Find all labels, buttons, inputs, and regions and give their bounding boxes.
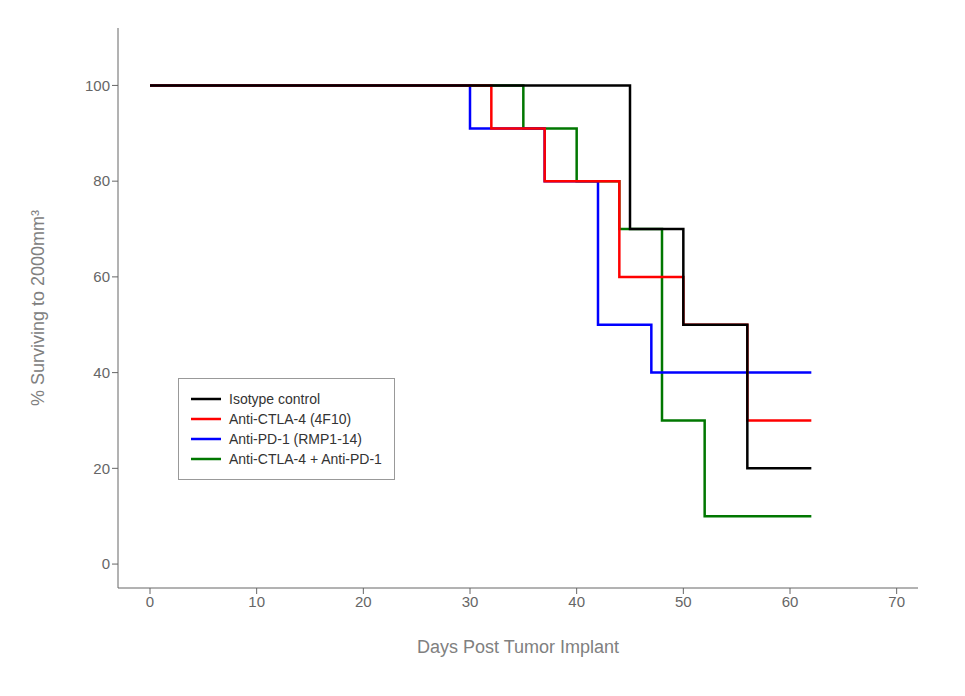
- html-text:Anti-PD-1 (RMP1-14): Anti-PD-1 (RMP1-14): [229, 431, 362, 447]
- svg-text:Days Post Tumor Implant: Days Post Tumor Implant: [417, 637, 619, 657]
- svg-text:70: 70: [888, 593, 905, 610]
- html-text:Anti-CTLA-4 (4F10): Anti-CTLA-4 (4F10): [229, 411, 352, 427]
- svg-text:50: 50: [675, 593, 692, 610]
- svg-text:0: 0: [146, 593, 154, 610]
- html-text:Isotype control: Isotype control: [229, 391, 321, 407]
- svg-text:10: 10: [248, 593, 265, 610]
- svg-text:80: 80: [93, 172, 110, 189]
- svg-text:60: 60: [93, 268, 110, 285]
- svg-text:% Surviving to 2000mm³: % Surviving to 2000mm³: [28, 210, 48, 406]
- svg-text:30: 30: [462, 593, 479, 610]
- svg-text:100: 100: [85, 77, 110, 94]
- svg-text:40: 40: [93, 364, 110, 381]
- html-text:Anti-CTLA-4 + Anti-PD-1: Anti-CTLA-4 + Anti-PD-1: [229, 451, 382, 467]
- svg-text:60: 60: [782, 593, 799, 610]
- svg-text:20: 20: [355, 593, 372, 610]
- svg-text:40: 40: [568, 593, 585, 610]
- svg-text:0: 0: [102, 555, 110, 572]
- svg-text:20: 20: [93, 460, 110, 477]
